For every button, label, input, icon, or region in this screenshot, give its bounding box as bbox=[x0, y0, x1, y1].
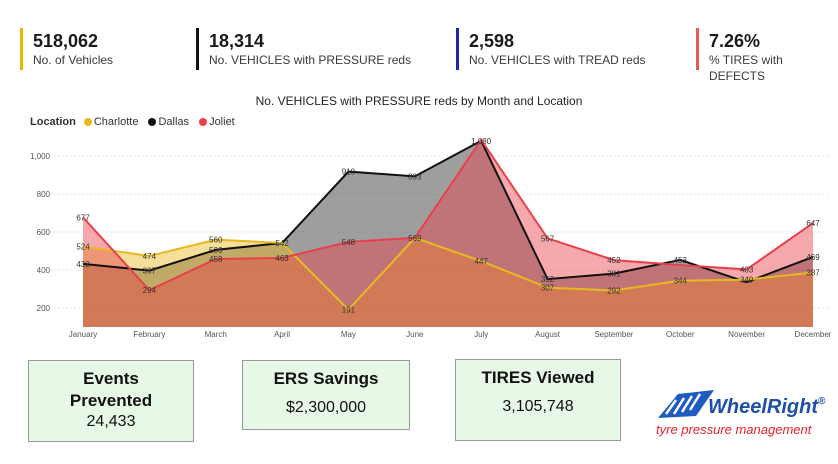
card-ers-savings: ERS Savings $2,300,000 bbox=[242, 360, 410, 430]
data-label-dallas: 506 bbox=[209, 246, 223, 255]
legend-item-dallas[interactable]: Dallas bbox=[148, 116, 189, 128]
kpi-tire-defects: 7.26% % TIRES with DEFECTS bbox=[696, 28, 838, 83]
x-tick-label: May bbox=[341, 330, 356, 339]
card-tires-viewed-title: TIRES Viewed bbox=[481, 368, 595, 387]
area-chart: 1,000 800 600 400 200 524 474 560 542 191 569 447 30… bbox=[30, 137, 832, 339]
x-tick-label: February bbox=[133, 330, 165, 339]
data-label-joliet: 463 bbox=[275, 254, 289, 263]
y-tick-label: 200 bbox=[37, 304, 51, 313]
data-label-dallas: 469 bbox=[806, 253, 820, 262]
y-tick-label: 600 bbox=[37, 228, 51, 237]
logo-name-text: WheelRight bbox=[708, 396, 818, 418]
data-label-charlotte: 191 bbox=[342, 306, 356, 315]
kpi-tread-reds-label: No. VEHICLES with TREAD reds bbox=[469, 53, 646, 67]
y-tick-label: 400 bbox=[37, 266, 51, 275]
legend-title: Location bbox=[30, 116, 76, 128]
x-tick-label: April bbox=[274, 330, 290, 339]
kpi-vehicles-label: No. of Vehicles bbox=[33, 53, 114, 67]
legend-dot-dallas bbox=[148, 118, 157, 126]
area-joliet bbox=[83, 139, 813, 327]
x-tick-label: September bbox=[594, 330, 633, 339]
x-tick-label: October bbox=[666, 330, 695, 339]
data-label-joliet: 458 bbox=[209, 255, 223, 264]
x-tick-label: January bbox=[69, 330, 97, 339]
area-charlotte bbox=[83, 237, 813, 327]
data-label-dallas: 893 bbox=[408, 172, 422, 181]
kpi-vehicles-value: 518,062 bbox=[33, 31, 99, 51]
kpi-tire-defects-value: 7.26% bbox=[709, 31, 761, 51]
kpi-tread-reds: 2,598 No. VEHICLES with TREAD reds bbox=[456, 28, 646, 70]
legend-item-joliet[interactable]: Joliet bbox=[199, 116, 235, 128]
wheelright-logo: WheelRight® tyre pressure management bbox=[652, 384, 838, 444]
data-label-charlotte: 307 bbox=[541, 284, 555, 293]
data-label-dallas: 432 bbox=[76, 260, 90, 269]
kpi-pressure-reds-value: 18,314 bbox=[209, 31, 265, 51]
data-label-joliet: 677 bbox=[76, 213, 90, 222]
chart-legend: Location Charlotte Dallas Joliet bbox=[30, 116, 239, 128]
data-label-charlotte: 344 bbox=[674, 277, 688, 286]
data-label-dallas: 1,080 bbox=[471, 137, 492, 146]
data-label-joliet: 647 bbox=[806, 219, 820, 228]
data-label-charlotte: 349 bbox=[740, 276, 754, 285]
card-events-prevented-title: Events Prevented bbox=[69, 369, 153, 410]
legend-item-charlotte[interactable]: Charlotte bbox=[83, 116, 139, 128]
legend-dot-joliet bbox=[199, 118, 208, 126]
area-dallas bbox=[83, 140, 813, 327]
kpi-tire-defects-label: % TIRES with DEFECTS bbox=[709, 53, 783, 83]
card-events-prevented-value: 24,433 bbox=[86, 413, 136, 430]
data-label-joliet: 452 bbox=[607, 256, 621, 265]
line-joliet[interactable] bbox=[82, 138, 814, 292]
y-tick-label: 1,000 bbox=[30, 152, 51, 161]
data-label-dallas: 918 bbox=[342, 168, 356, 177]
legend-label-joliet: Joliet bbox=[209, 116, 235, 128]
data-label-charlotte: 387 bbox=[806, 268, 820, 277]
chart-title: No. VEHICLES with PRESSURE reds by Month… bbox=[255, 94, 583, 108]
data-label-joliet: 294 bbox=[143, 286, 157, 295]
card-tires-viewed-value: 3,105,748 bbox=[502, 398, 574, 415]
x-tick-label: November bbox=[728, 330, 765, 339]
line-dallas[interactable] bbox=[82, 139, 814, 284]
data-label-charlotte: 474 bbox=[143, 252, 157, 261]
data-label-dallas: 453 bbox=[674, 256, 688, 265]
logo-tagline: tyre pressure management bbox=[656, 422, 812, 437]
data-label-charlotte: 292 bbox=[607, 287, 621, 296]
data-label-charlotte: 524 bbox=[76, 242, 90, 251]
y-tick-label: 800 bbox=[37, 190, 51, 199]
kpi-pressure-reds-label: No. VEHICLES with PRESSURE reds bbox=[209, 53, 412, 67]
x-tick-label: August bbox=[535, 330, 561, 339]
kpi-tread-reds-value: 2,598 bbox=[469, 31, 515, 51]
card-tires-viewed: TIRES Viewed 3,105,748 bbox=[455, 359, 621, 441]
x-tick-label: June bbox=[406, 330, 424, 339]
data-label-dallas: 397 bbox=[143, 267, 157, 276]
card-ers-savings-value: $2,300,000 bbox=[285, 399, 367, 416]
card-events-prevented: Events Prevented 24,433 bbox=[28, 360, 194, 442]
x-tick-label: December bbox=[795, 330, 832, 339]
data-label-charlotte: 569 bbox=[408, 234, 422, 243]
tread-logo-icon bbox=[658, 390, 714, 418]
kpi-vehicles: 518,062 No. of Vehicles bbox=[20, 28, 113, 70]
legend-dot-charlotte bbox=[83, 118, 92, 126]
data-label-charlotte: 447 bbox=[475, 257, 489, 266]
logo-name: WheelRight® bbox=[708, 396, 825, 419]
x-tick-label: March bbox=[205, 330, 227, 339]
legend-label-dallas: Dallas bbox=[158, 116, 190, 128]
data-label-charlotte: 542 bbox=[275, 239, 289, 248]
data-label-joliet: 403 bbox=[740, 265, 754, 274]
kpi-pressure-reds: 18,314 No. VEHICLES with PRESSURE reds bbox=[196, 28, 411, 70]
data-label-joliet: 548 bbox=[342, 238, 356, 247]
card-ers-savings-title: ERS Savings bbox=[273, 369, 379, 388]
data-label-joliet: 567 bbox=[541, 234, 555, 243]
data-label-dallas: 381 bbox=[607, 270, 621, 279]
legend-label-charlotte: Charlotte bbox=[93, 116, 139, 128]
x-tick-label: July bbox=[474, 330, 488, 339]
line-charlotte[interactable] bbox=[82, 236, 814, 312]
logo-registered: ® bbox=[818, 396, 826, 407]
data-label-dallas: 352 bbox=[541, 275, 555, 284]
data-label-charlotte: 560 bbox=[209, 236, 223, 245]
